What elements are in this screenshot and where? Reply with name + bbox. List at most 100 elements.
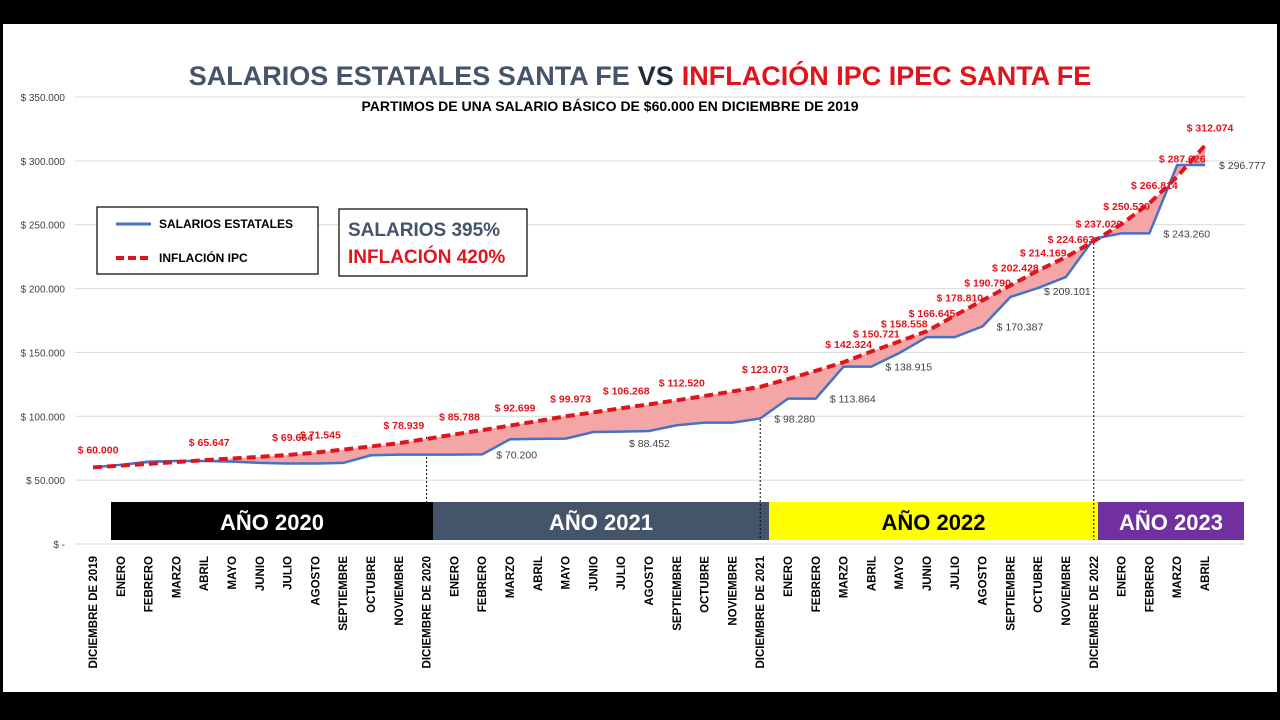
- x-tick-label: OCTUBRE: [1033, 556, 1045, 613]
- data-label-salarios: $ 243.260: [1163, 228, 1210, 240]
- x-tick-label: JULIO: [616, 556, 628, 590]
- chart-frame: [3, 24, 1277, 692]
- data-label-inflacion: $ 190.790: [964, 277, 1011, 289]
- data-label-inflacion: $ 224.663: [1048, 234, 1095, 246]
- data-label-inflacion: $ 78.939: [383, 420, 424, 432]
- data-label-salarios: $ 209.101: [1044, 286, 1091, 298]
- x-tick-label: JUNIO: [922, 556, 934, 591]
- y-tick-label: $ 150.000: [21, 348, 66, 359]
- data-label-inflacion: $ 266.814: [1131, 180, 1178, 192]
- summary-border: [338, 208, 528, 277]
- y-tick-label: $ -: [53, 540, 65, 551]
- year-band: [433, 502, 769, 540]
- year-band-label: AÑO 2021: [549, 510, 653, 535]
- x-tick-label: MAYO: [561, 556, 573, 589]
- x-tick-label: JULIO: [283, 556, 295, 590]
- year-band: [111, 502, 433, 540]
- x-tick-label: AGOSTO: [644, 556, 656, 606]
- data-label-inflacion: $ 60.000: [78, 444, 119, 456]
- legend-salarios-label: SALARIOS ESTATALES: [159, 217, 293, 231]
- x-tick-label: JUNIO: [255, 556, 267, 591]
- data-label-inflacion: $ 123.073: [742, 364, 789, 376]
- y-tick-label: $ 200.000: [21, 285, 66, 296]
- summary-inflacion: INFLACIÓN 420%: [348, 246, 505, 268]
- x-tick-label: ABRIL: [533, 556, 545, 591]
- x-tick-label: MARZO: [1172, 556, 1184, 598]
- x-tick-label: DICIEMBRE DE 2021: [755, 555, 767, 668]
- data-label-inflacion: $ 166.645: [909, 308, 956, 320]
- x-tick-label: ENERO: [1117, 556, 1129, 597]
- data-label-inflacion: $ 99.973: [550, 393, 591, 405]
- data-label-salarios: $ 170.387: [997, 321, 1044, 333]
- data-label-inflacion: $ 312.074: [1187, 122, 1234, 134]
- x-tick-label: NOVIEMBRE: [1061, 556, 1073, 626]
- x-tick-label: MARZO: [505, 556, 517, 598]
- data-label-inflacion: $ 69.664: [272, 432, 313, 444]
- x-tick-label: MAYO: [894, 556, 906, 589]
- x-tick-label: OCTUBRE: [366, 556, 378, 613]
- data-label-inflacion: $ 237.020: [1075, 218, 1122, 230]
- x-tick-label: DICIEMBRE DE 2020: [422, 556, 434, 668]
- data-label-inflacion: $ 65.647: [189, 437, 230, 449]
- data-label-salarios: $ 296.777: [1219, 160, 1266, 172]
- year-band: [769, 502, 1098, 540]
- title-part-salarios: SALARIOS ESTATALES SANTA FE: [189, 61, 630, 91]
- data-label-inflacion: $ 202.428: [992, 262, 1039, 274]
- data-label-inflacion: $ 92.699: [495, 403, 536, 415]
- x-tick-label: NOVIEMBRE: [727, 556, 739, 626]
- x-tick-label: FEBRERO: [477, 556, 489, 612]
- data-label-inflacion: $ 214.169: [1020, 247, 1067, 259]
- summary-box: SALARIOS 395% INFLACIÓN 420%: [338, 208, 528, 277]
- gap-area: [93, 145, 1205, 468]
- x-tick-label: MARZO: [171, 556, 183, 598]
- legend-box: [96, 206, 319, 275]
- data-label-salarios: $ 113.864: [830, 394, 876, 406]
- y-tick-label: $ 250.000: [21, 221, 66, 232]
- data-label-inflacion: $ 142.324: [825, 339, 872, 351]
- x-tick-label: FEBRERO: [144, 556, 156, 612]
- chart-title: SALARIOS ESTATALES SANTA FE VS INFLACIÓN I…: [189, 60, 1092, 91]
- x-tick-label: JULIO: [950, 556, 962, 590]
- x-tick-label: AGOSTO: [978, 556, 990, 606]
- year-band-label: AÑO 2023: [1119, 510, 1223, 535]
- title-vs: VS: [638, 61, 674, 91]
- data-label-inflacion: $ 178.810: [936, 293, 983, 305]
- x-tick-label: ENERO: [449, 556, 461, 597]
- legend: SALARIOS ESTATALES INFLACIÓN IPC: [96, 206, 319, 275]
- data-label-inflacion: $ 158.558: [881, 318, 928, 330]
- x-tick-label: ABRIL: [1200, 556, 1212, 591]
- year-band: [1098, 502, 1244, 540]
- data-label-salarios: $ 98.280: [774, 413, 815, 425]
- x-tick-label: FEBRERO: [811, 556, 823, 612]
- y-tick-label: $ 100.000: [21, 412, 66, 423]
- summary-salarios: SALARIOS 395%: [348, 220, 500, 241]
- x-tick-label: MAYO: [227, 556, 239, 589]
- y-tick-label: $ 350.000: [21, 93, 66, 104]
- data-label-inflacion: $ 150.721: [853, 329, 900, 341]
- x-tick-label: JUNIO: [588, 556, 600, 591]
- x-tick-label: OCTUBRE: [700, 556, 712, 613]
- x-tick-label: ENERO: [783, 556, 795, 597]
- x-tick-label: SEPTIEMBRE: [1005, 556, 1017, 631]
- x-tick-label: FEBRERO: [1144, 556, 1156, 612]
- x-tick-label: DICIEMBRE DE 2022: [1089, 556, 1101, 668]
- legend-inflacion-label: INFLACIÓN IPC: [159, 250, 248, 265]
- x-tick-label: ABRIL: [866, 556, 878, 591]
- data-label-inflacion: $ 71.545: [300, 430, 341, 442]
- data-label-inflacion: $ 250.530: [1103, 201, 1150, 213]
- x-tick-label: MARZO: [839, 556, 851, 598]
- data-label-salarios: $ 138.915: [885, 362, 932, 374]
- title-part-inflacion: INFLACIÓN IPC IPEC SANTA FE: [682, 60, 1092, 91]
- data-label-salarios: $ 88.452: [629, 438, 670, 450]
- y-tick-label: $ 300.000: [21, 157, 66, 168]
- data-label-salarios: $ 70.200: [496, 449, 537, 461]
- x-tick-label: SEPTIEMBRE: [338, 556, 350, 631]
- x-tick-label: ABRIL: [199, 556, 211, 591]
- year-band-label: AÑO 2020: [220, 510, 324, 535]
- year-band-label: AÑO 2022: [882, 510, 986, 535]
- x-tick-label: AGOSTO: [310, 556, 322, 606]
- data-label-inflacion: $ 112.520: [659, 377, 705, 389]
- data-label-inflacion: $ 287.626: [1159, 154, 1206, 166]
- x-tick-label: ENERO: [116, 556, 128, 597]
